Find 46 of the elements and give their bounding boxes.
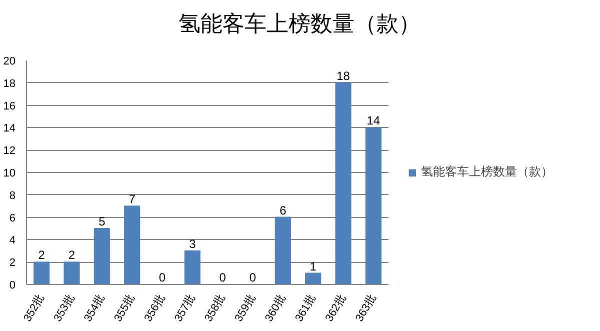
x-tick-label: 359批 (232, 292, 258, 324)
bar (184, 250, 200, 284)
y-tick-label: 2 (9, 257, 16, 270)
y-tick-label: 12 (3, 145, 16, 158)
data-label: 0 (219, 270, 226, 284)
y-tick-label: 18 (3, 78, 16, 90)
data-label: 18 (336, 68, 350, 83)
data-label: 0 (158, 270, 166, 284)
y-tick-label: 16 (3, 100, 16, 112)
data-label: 2 (68, 248, 76, 262)
y-tick-label: 20 (3, 56, 16, 68)
data-label: 5 (98, 214, 106, 228)
y-tick-label: 6 (9, 212, 16, 224)
x-tick-label: 355批 (112, 292, 138, 324)
bar (34, 262, 50, 284)
y-tick-label: 8 (9, 190, 16, 202)
bar (124, 206, 140, 284)
bar (335, 82, 352, 284)
x-tick-label: 353批 (52, 292, 77, 324)
y-tick-label: 14 (3, 122, 16, 135)
x-tick-label: 358批 (202, 292, 228, 324)
data-label: 7 (128, 192, 136, 206)
data-label: 3 (189, 236, 196, 251)
bar (274, 216, 291, 284)
x-tick-label: 363批 (354, 292, 379, 324)
x-tick-label: 356批 (142, 292, 168, 324)
x-tick-label: 352批 (22, 292, 47, 324)
y-tick-label: 0 (9, 280, 16, 292)
chart-title: 氢能客车上榜数量（款） (178, 11, 420, 36)
data-label: 0 (249, 270, 256, 284)
x-tick-label: 361批 (293, 292, 318, 324)
data-label: 6 (280, 203, 287, 218)
x-tick-label: 360批 (263, 292, 288, 324)
data-label: 14 (366, 114, 380, 128)
y-tick-label: 10 (3, 168, 16, 180)
x-tick-label: 354批 (82, 292, 108, 324)
bar (64, 262, 80, 284)
data-label: 1 (310, 259, 317, 274)
data-label: 2 (38, 248, 46, 262)
y-tick-label: 4 (9, 234, 16, 247)
bar (94, 228, 110, 284)
bar (305, 272, 322, 284)
bar (365, 127, 382, 284)
legend-label: 氢能客车上榜数量（款） (421, 164, 553, 180)
x-tick-label: 357批 (172, 292, 198, 324)
x-tick-label: 362批 (323, 292, 348, 324)
